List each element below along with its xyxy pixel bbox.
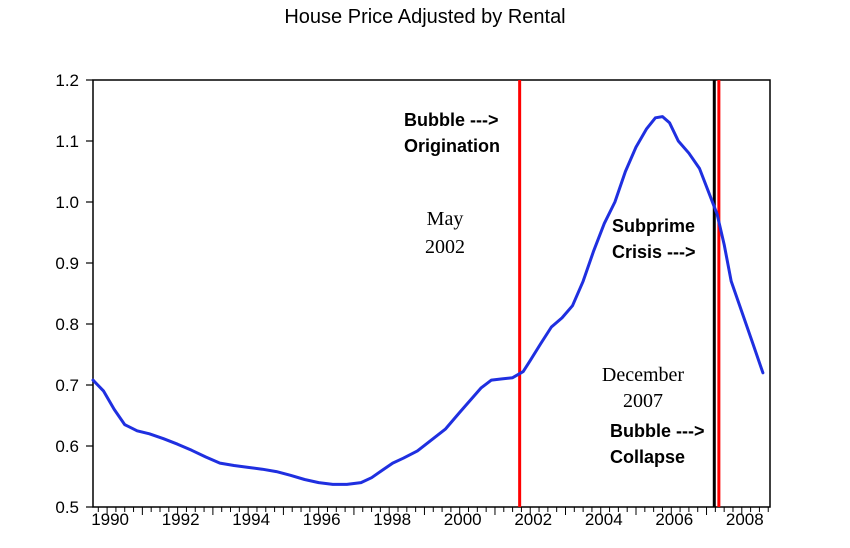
- x-tick-label: 2008: [726, 510, 764, 529]
- x-tick-label: 2002: [514, 510, 552, 529]
- y-tick-label: 0.9: [55, 254, 79, 273]
- y-tick-label: 0.5: [55, 498, 79, 517]
- annotation-bubble-collapse-line2: Collapse: [610, 447, 685, 467]
- x-tick-label: 1998: [373, 510, 411, 529]
- y-tick-label: 1.2: [55, 71, 79, 90]
- x-tick-label: 1990: [91, 510, 129, 529]
- annotation-2002: 2002: [425, 236, 465, 258]
- annotation-subprime-line1: Subprime: [612, 216, 695, 236]
- plot-area: [92, 79, 771, 508]
- annotation-may: May: [427, 208, 464, 230]
- series-line: [91, 115, 765, 486]
- annotation-bubble-origination-line2: Origination: [404, 136, 500, 156]
- event-lines: [518, 80, 721, 507]
- chart-title: House Price Adjusted by Rental: [284, 6, 565, 28]
- annotation-bubble-origination-line1: Bubble --->: [404, 110, 499, 130]
- x-axis: 1990 1992 1994 1996 1998 2000 2002 2004 2006 2008: [91, 507, 769, 529]
- y-tick-label: 0.7: [55, 376, 79, 395]
- y-axis: 0.5 0.6 0.7 0.8 0.9 1.0 1.1 1.2: [55, 71, 93, 517]
- y-tick-label: 1.1: [55, 132, 79, 151]
- x-tick-label: 1996: [303, 510, 341, 529]
- x-tick-label: 1992: [162, 510, 200, 529]
- x-tick-label: 2006: [655, 510, 693, 529]
- y-tick-label: 1.0: [55, 193, 79, 212]
- x-tick-label: 1994: [232, 510, 270, 529]
- annotation-subprime-line2: Crisis --->: [612, 242, 696, 262]
- annotation-bubble-collapse-line1: Bubble --->: [610, 421, 705, 441]
- annotation-december: December: [602, 364, 685, 386]
- x-tick-label: 2000: [444, 510, 482, 529]
- y-tick-label: 0.8: [55, 315, 79, 334]
- x-tick-label: 2004: [585, 510, 623, 529]
- y-tick-label: 0.6: [55, 437, 79, 456]
- annotation-2007: 2007: [623, 390, 663, 412]
